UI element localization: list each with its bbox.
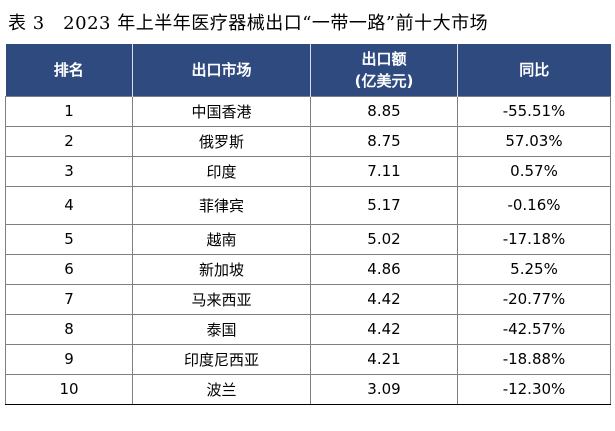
table-row: 2 俄罗斯 8.75 57.03% (5, 125, 611, 157)
table-row: 9 印度尼西亚 4.21 -18.88% (5, 343, 611, 375)
cell-yoy: 0.57% (457, 155, 611, 187)
cell-yoy: -18.88% (457, 343, 611, 375)
cell-export-value: 3.09 (310, 373, 458, 405)
cell-export-value: 8.85 (310, 95, 458, 127)
cell-export-value: 4.42 (310, 313, 458, 345)
cell-export-value: 5.17 (310, 185, 458, 225)
table-row: 3 印度 7.11 0.57% (5, 155, 611, 187)
table-row: 8 泰国 4.42 -42.57% (5, 313, 611, 345)
cell-rank: 10 (5, 373, 133, 405)
cell-rank: 7 (5, 283, 133, 315)
export-markets-table: 排名 出口市场 出口额 (亿美元) 同比 1 中国香港 8.85 -55.51%… (5, 44, 611, 405)
cell-yoy: 57.03% (457, 125, 611, 157)
cell-yoy: -55.51% (457, 95, 611, 127)
cell-market: 中国香港 (132, 95, 311, 127)
header-export-value-line2: (亿美元) (354, 71, 414, 90)
table-row: 5 越南 5.02 -17.18% (5, 223, 611, 255)
cell-yoy: -42.57% (457, 313, 611, 345)
cell-export-value: 7.11 (310, 155, 458, 187)
table-body: 1 中国香港 8.85 -55.51% 2 俄罗斯 8.75 57.03% 3 … (5, 95, 611, 405)
cell-export-value: 4.86 (310, 253, 458, 285)
cell-market: 菲律宾 (132, 185, 311, 225)
cell-market: 印度 (132, 155, 311, 187)
cell-rank: 3 (5, 155, 133, 187)
cell-rank: 6 (5, 253, 133, 285)
table-caption: 表 3 2023 年上半年医疗器械出口“一带一路”前十大市场 (8, 13, 489, 34)
cell-market: 越南 (132, 223, 311, 255)
cell-yoy: -20.77% (457, 283, 611, 315)
cell-rank: 8 (5, 313, 133, 345)
table-row: 10 波兰 3.09 -12.30% (5, 373, 611, 405)
cell-rank: 1 (5, 95, 133, 127)
cell-market: 泰国 (132, 313, 311, 345)
table-row: 6 新加坡 4.86 5.25% (5, 253, 611, 285)
header-export-value-line1: 出口额 (361, 49, 407, 68)
cell-rank: 2 (5, 125, 133, 157)
cell-rank: 5 (5, 223, 133, 255)
cell-market: 波兰 (132, 373, 311, 405)
header-yoy: 同比 (457, 44, 611, 96)
cell-export-value: 4.42 (310, 283, 458, 315)
cell-export-value: 5.02 (310, 223, 458, 255)
cell-market: 印度尼西亚 (132, 343, 311, 375)
cell-yoy: -17.18% (457, 223, 611, 255)
cell-export-value: 8.75 (310, 125, 458, 157)
cell-rank: 4 (5, 185, 133, 225)
cell-yoy: -12.30% (457, 373, 611, 405)
table-row: 1 中国香港 8.85 -55.51% (5, 95, 611, 127)
cell-market: 俄罗斯 (132, 125, 311, 157)
cell-rank: 9 (5, 343, 133, 375)
table-row: 4 菲律宾 5.17 -0.16% (5, 185, 611, 225)
table-row: 7 马来西亚 4.42 -20.77% (5, 283, 611, 315)
header-rank: 排名 (5, 44, 133, 96)
cell-market: 新加坡 (132, 253, 311, 285)
header-market: 出口市场 (132, 44, 311, 96)
table-header: 排名 出口市场 出口额 (亿美元) 同比 (5, 44, 611, 96)
header-row: 排名 出口市场 出口额 (亿美元) 同比 (5, 44, 611, 96)
cell-market: 马来西亚 (132, 283, 311, 315)
cell-export-value: 4.21 (310, 343, 458, 375)
cell-yoy: -0.16% (457, 185, 611, 225)
cell-yoy: 5.25% (457, 253, 611, 285)
header-export-value: 出口额 (亿美元) (310, 44, 458, 96)
